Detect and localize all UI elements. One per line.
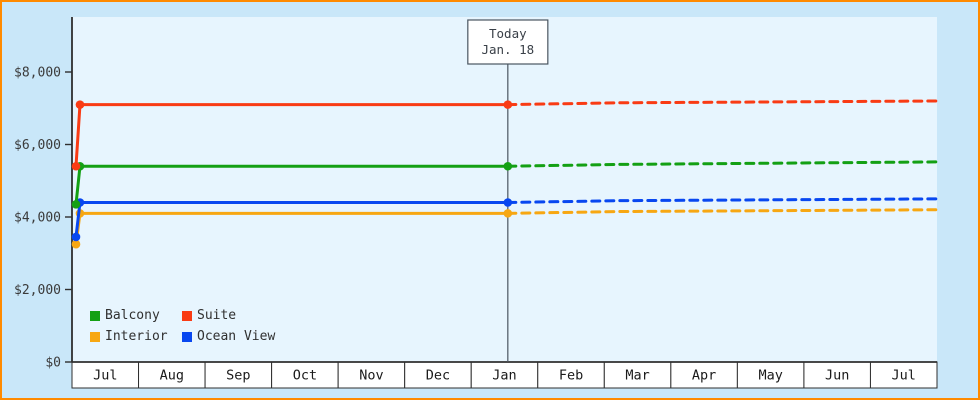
legend-label-interior: Interior — [105, 329, 168, 344]
y-tick-label: $4,000 — [14, 211, 61, 226]
legend-item-suite: Suite — [182, 309, 275, 323]
today-box — [467, 19, 549, 65]
series-marker-ocean-view — [71, 232, 81, 242]
series-marker-balcony — [71, 200, 81, 209]
series-marker-suite — [503, 100, 513, 109]
series-marker-interior — [71, 239, 81, 249]
y-tick-label: $2,000 — [14, 283, 61, 298]
month-cell — [803, 361, 871, 389]
series-marker-suite — [75, 100, 85, 109]
legend-item-ocean-view: Ocean View — [182, 330, 275, 344]
today-box-title: Today — [489, 26, 527, 41]
legend-label-balcony: Balcony — [105, 308, 160, 323]
legend-swatch-balcony-icon — [90, 311, 100, 321]
series-forecast-line-interior — [506, 208, 939, 215]
month-cell — [670, 361, 738, 389]
series-marker-ocean-view — [503, 198, 513, 207]
series-forecast-line-suite — [506, 99, 939, 107]
legend-item-balcony: Balcony — [90, 309, 182, 323]
y-tick-label: $8,000 — [14, 66, 61, 81]
series-marker-suite — [71, 161, 81, 171]
month-label: Aug — [160, 368, 184, 384]
month-cell — [337, 361, 406, 389]
series-forecast-line-balcony — [506, 160, 939, 168]
month-label: Jul — [93, 368, 117, 384]
month-label: Apr — [692, 368, 716, 384]
legend-swatch-interior-icon — [90, 332, 100, 342]
month-cell — [736, 361, 805, 389]
today-box-date: Jan. 18 — [481, 42, 534, 57]
series-marker-balcony — [503, 161, 513, 171]
month-label: Jun — [825, 368, 849, 384]
legend-swatch-suite-icon — [182, 311, 192, 321]
month-label: Jul — [892, 368, 916, 384]
month-label: Oct — [293, 368, 317, 384]
month-label: Nov — [359, 368, 383, 384]
y-tick-label: $0 — [45, 356, 61, 371]
legend-item-interior: Interior — [90, 330, 182, 344]
month-cell — [537, 361, 605, 389]
series-marker-interior — [503, 209, 513, 218]
month-label: Mar — [625, 368, 649, 384]
month-label: Sep — [226, 368, 250, 384]
month-cell — [404, 361, 472, 389]
plot-area — [72, 17, 937, 362]
y-tick-label: $6,000 — [14, 138, 61, 153]
legend-label-ocean-view: Ocean View — [197, 329, 276, 344]
legend-swatch-ocean-view-icon — [182, 332, 192, 342]
month-label: Dec — [426, 368, 450, 384]
month-cell — [204, 361, 273, 389]
series-forecast-line-ocean-view — [506, 197, 939, 204]
chart-legend: Balcony Suite Interior Ocean View — [90, 309, 275, 344]
legend-label-suite: Suite — [197, 308, 237, 323]
month-label: Jan — [492, 368, 516, 384]
month-label: May — [758, 368, 782, 384]
month-label: Feb — [559, 368, 583, 384]
